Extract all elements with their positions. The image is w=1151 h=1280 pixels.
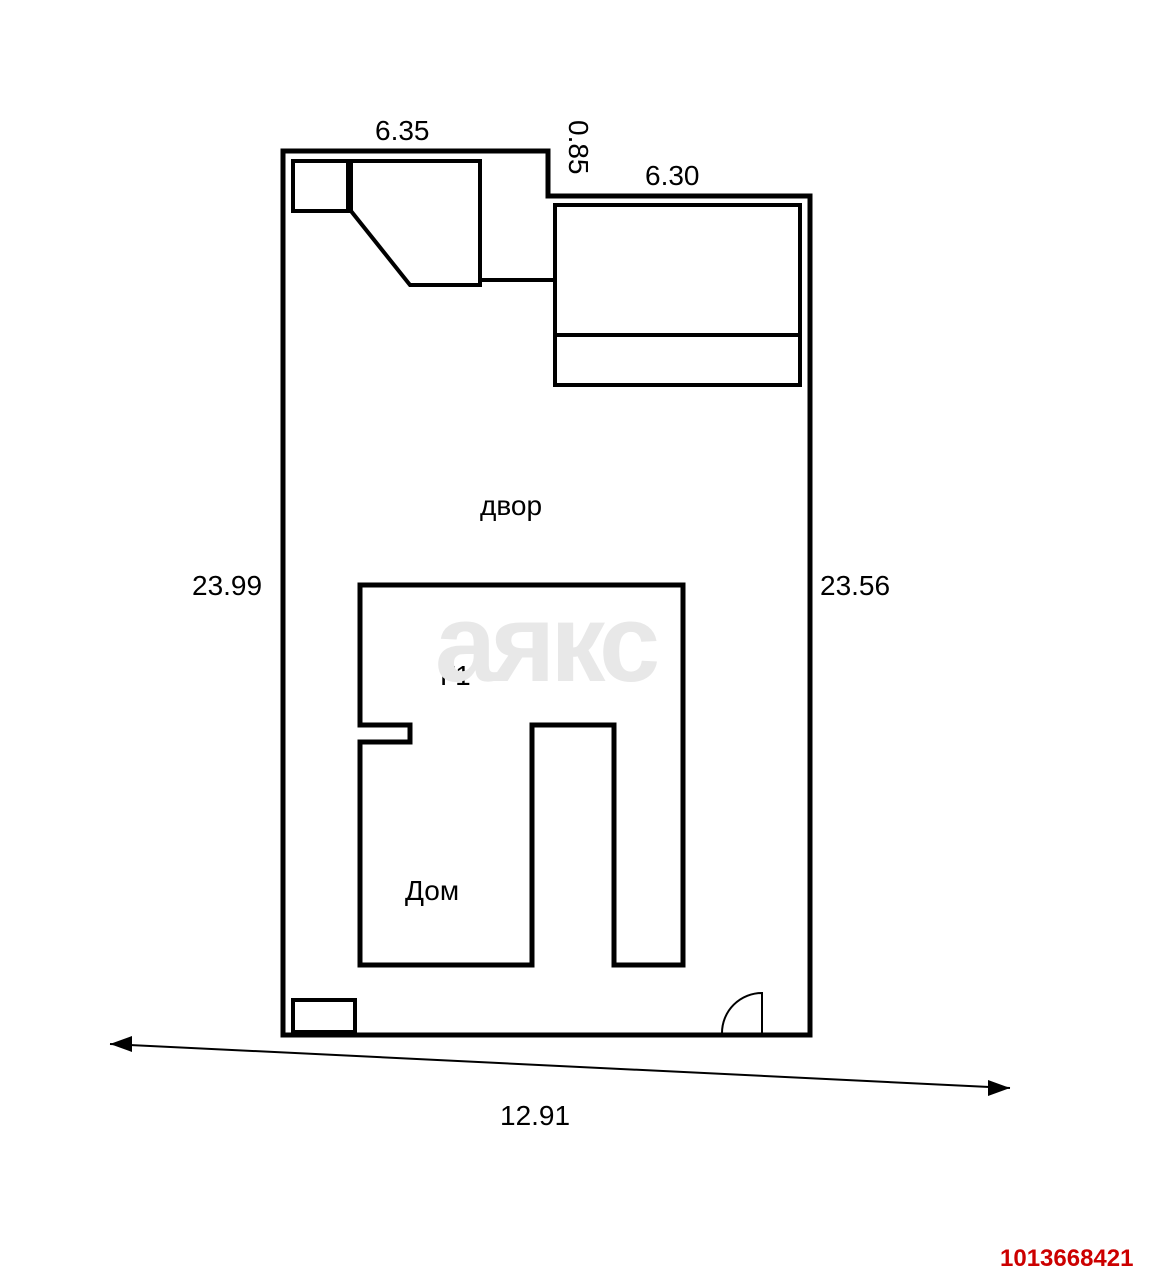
floorplan-canvas: аякс 6.35 0.85 6.30 23.99 23.56 12.91 Г6… <box>0 0 1151 1280</box>
door-swing <box>722 993 762 1033</box>
g3-rect <box>555 205 800 335</box>
floorplan-svg <box>0 0 1151 1280</box>
arrow-head-right <box>988 1080 1010 1096</box>
g6-rect <box>293 161 348 211</box>
structures <box>293 161 800 1032</box>
g1-house-outline <box>360 585 683 965</box>
g4-rect <box>555 335 800 385</box>
door-arc <box>722 993 762 1033</box>
arrow-line <box>110 1044 1010 1088</box>
arrow-head-left <box>110 1036 132 1052</box>
bottom-dimension-arrow <box>110 1036 1010 1096</box>
g5-poly <box>351 161 480 285</box>
g2-rect <box>293 1000 355 1032</box>
